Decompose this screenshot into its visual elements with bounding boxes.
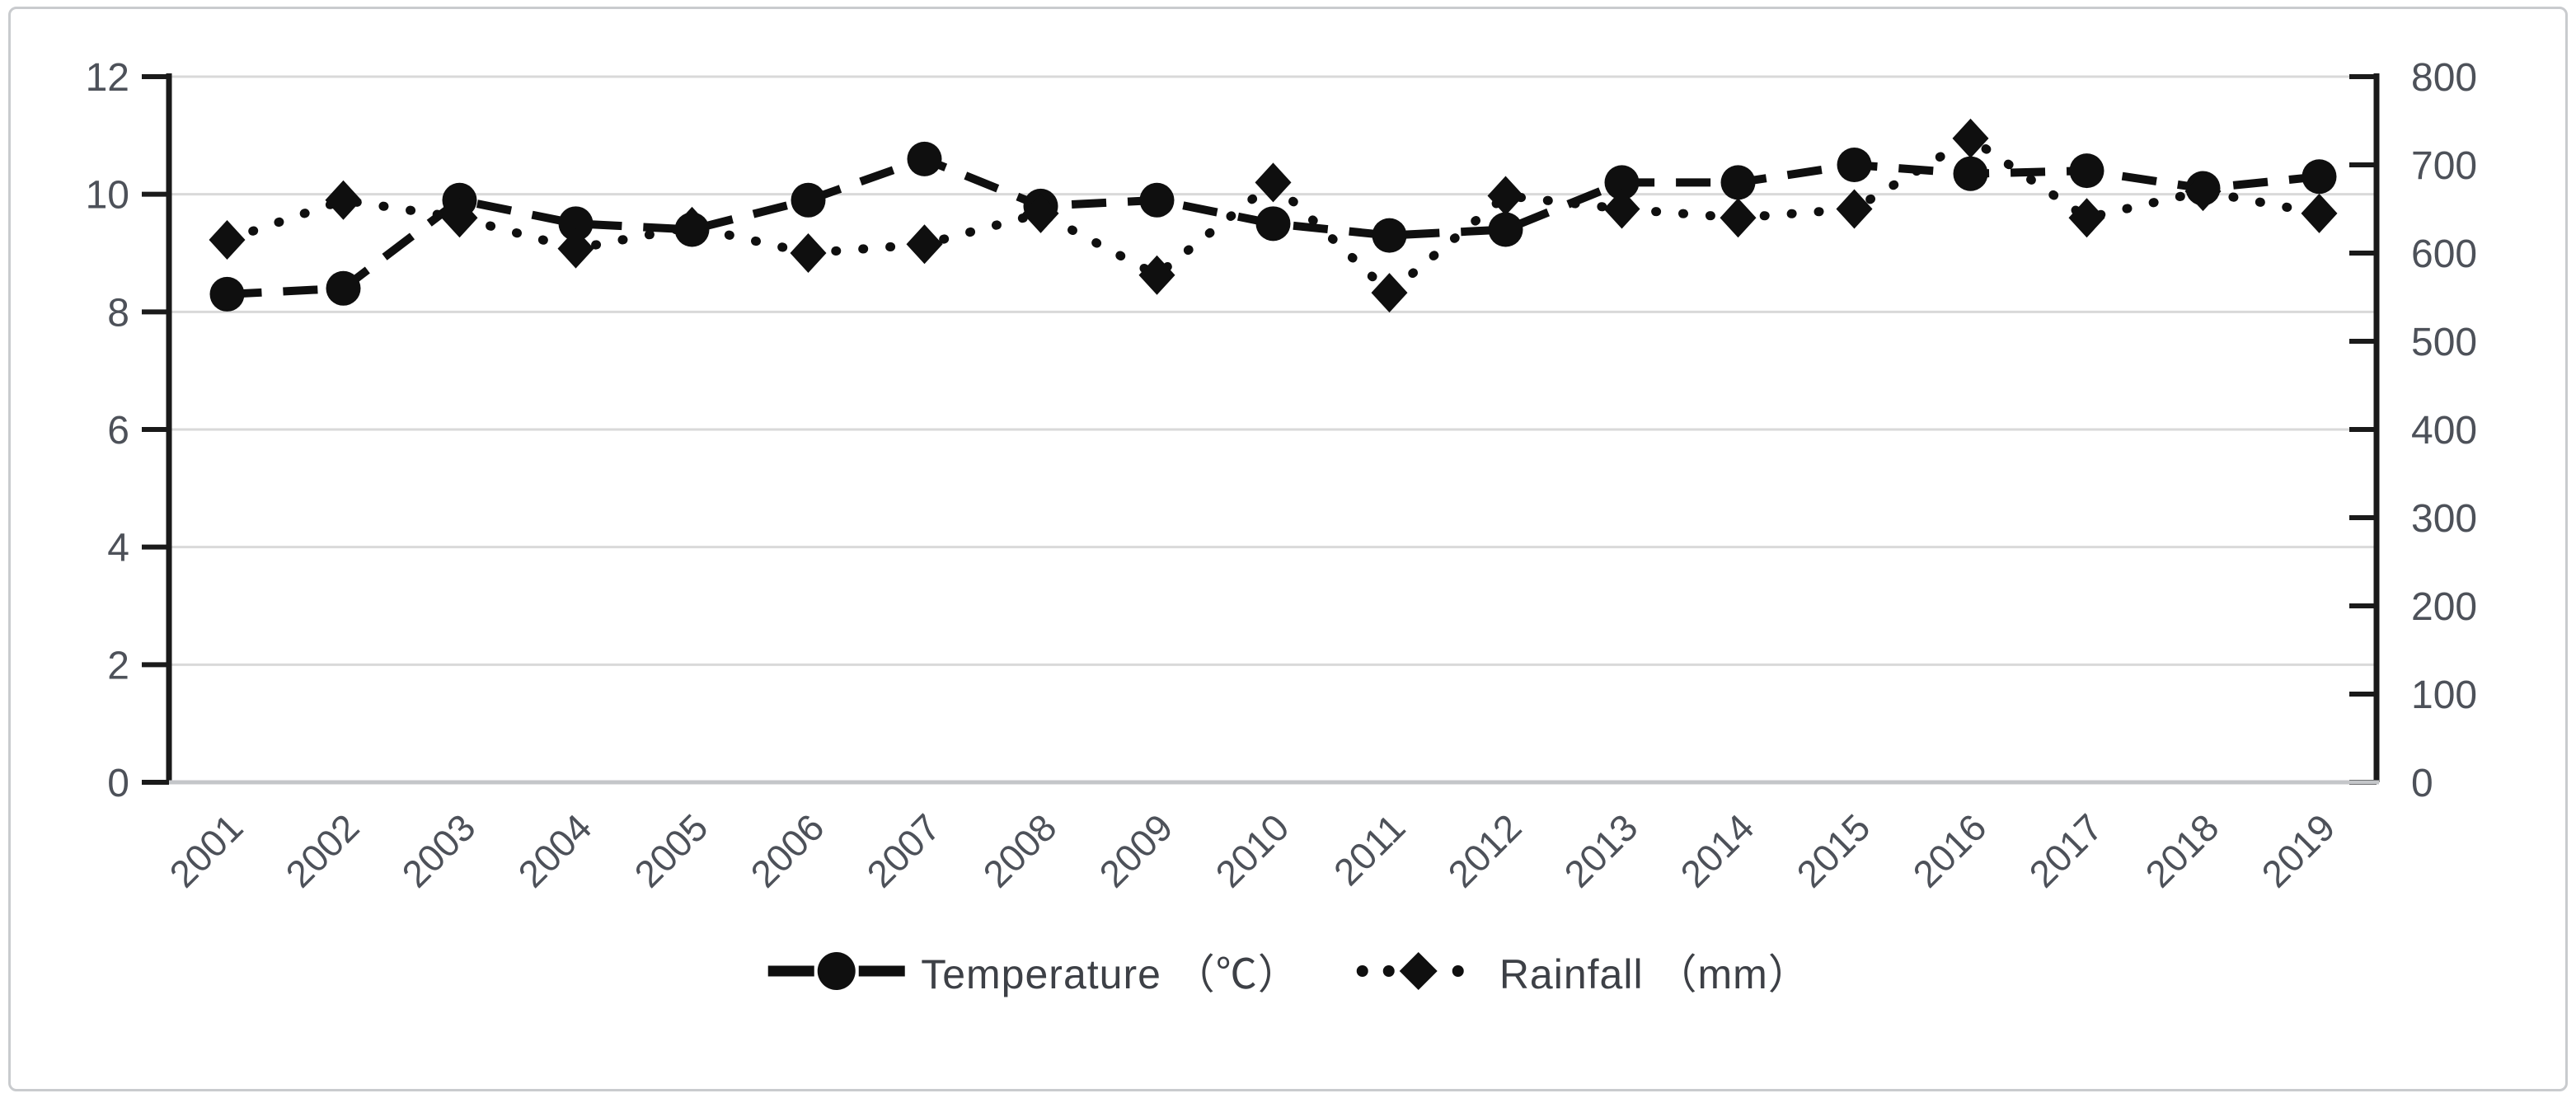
left-axis-tick-labels: 0 2 4 6 8 10 12 [86,56,129,805]
legend: Temperature （℃） Rainfall （mm） [766,941,1810,1001]
svg-text:2004: 2004 [509,805,599,895]
right-axis [2349,73,2380,785]
svg-text:600: 600 [2411,232,2477,276]
svg-text:100: 100 [2411,673,2477,717]
svg-text:2008: 2008 [974,805,1064,895]
svg-text:400: 400 [2411,409,2477,453]
right-axis-tick-labels: 0 100 200 300 400 500 600 700 800 [2411,56,2477,805]
svg-text:0: 0 [2411,762,2433,805]
svg-text:12: 12 [86,56,129,100]
temperature-series [209,141,2337,312]
svg-text:2009: 2009 [1091,805,1180,895]
legend-item-temperature: Temperature （℃） [766,941,1300,1001]
legend-rainfall-label: Rainfall （mm） [1499,951,1810,997]
svg-text:2015: 2015 [1788,805,1878,895]
svg-text:300: 300 [2411,497,2477,541]
temperature-line-icon [767,952,905,990]
svg-text:2002: 2002 [277,805,367,895]
svg-text:2014: 2014 [1672,805,1762,895]
svg-text:2013: 2013 [1555,805,1645,895]
svg-text:10: 10 [86,174,129,218]
svg-text:4: 4 [107,527,129,570]
chart-frame [8,7,2568,1091]
svg-text:800: 800 [2411,56,2477,100]
legend-temperature-label: Temperature （℃） [921,951,1300,997]
svg-text:2012: 2012 [1439,805,1529,895]
svg-text:2007: 2007 [858,805,948,895]
svg-text:0: 0 [107,762,129,805]
left-axis [142,73,172,785]
rainfall-line-icon [1356,952,1464,990]
svg-text:2018: 2018 [2137,805,2226,895]
svg-text:8: 8 [107,291,129,335]
svg-text:6: 6 [107,409,129,453]
svg-text:2005: 2005 [626,805,716,895]
svg-text:2: 2 [107,644,129,687]
svg-text:500: 500 [2411,321,2477,364]
legend-item-rainfall: Rainfall （mm） [1353,941,1810,1001]
svg-text:200: 200 [2411,585,2477,629]
rainfall-series [209,118,2338,313]
svg-text:2003: 2003 [393,805,483,895]
svg-text:2010: 2010 [1207,805,1297,895]
svg-text:2016: 2016 [1904,805,1994,895]
svg-text:2019: 2019 [2253,805,2343,895]
svg-text:700: 700 [2411,144,2477,188]
svg-text:2001: 2001 [161,805,251,895]
svg-text:2017: 2017 [2020,805,2110,895]
x-axis-year-labels: 2001 2002 2003 2004 2005 2006 2007 2008 2009 2010… [161,805,2343,895]
svg-text:2006: 2006 [742,805,832,895]
svg-text:2011: 2011 [1326,805,1414,894]
